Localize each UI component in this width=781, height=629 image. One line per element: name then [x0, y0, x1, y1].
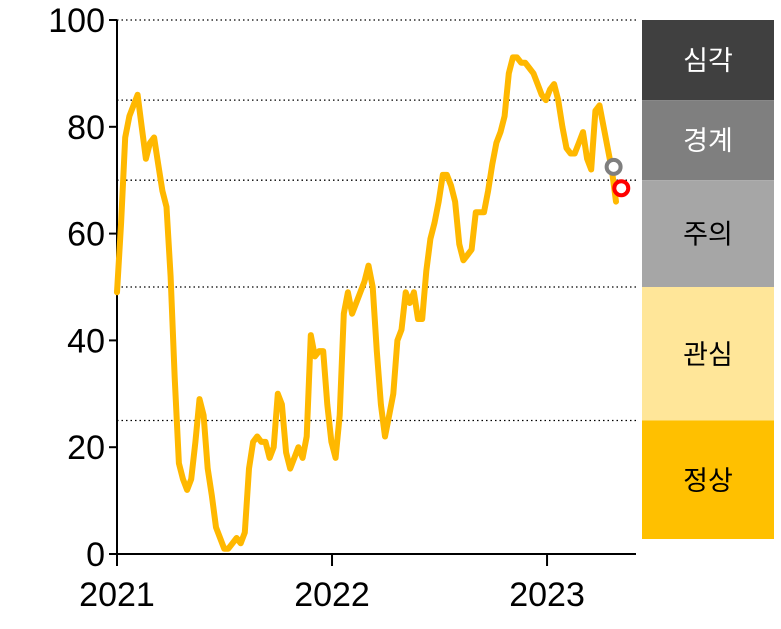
y-tick-label-100: 100 — [48, 2, 105, 40]
series-line-0 — [114, 54, 619, 552]
band-0-label: 심각 — [683, 46, 733, 77]
x-tick-label-2023: 2023 — [509, 576, 585, 614]
band-1-label: 경계 — [683, 126, 733, 157]
y-tick-label-20: 20 — [67, 429, 105, 467]
series — [114, 54, 619, 552]
y-tick-label-0: 0 — [86, 536, 105, 574]
end-markers — [604, 157, 631, 198]
band-3-label: 관심 — [683, 340, 733, 371]
band-1-box — [642, 100, 774, 181]
band-4-box — [642, 420, 774, 539]
band-2-box — [642, 180, 774, 287]
band-3-box — [642, 287, 774, 421]
marker-point-0 — [604, 157, 623, 176]
x-tick-label-2021: 2021 — [79, 576, 155, 614]
x-ticks: 2021 2022 2023 — [79, 554, 585, 614]
marker-point-1 — [612, 179, 631, 198]
x-tick-label-2022: 2022 — [294, 576, 370, 614]
y-ticks: 0 20 40 60 80 100 — [48, 2, 117, 574]
y-tick-label-60: 60 — [67, 216, 105, 254]
y-tick-label-40: 40 — [67, 322, 105, 360]
band-4-label: 정상 — [683, 466, 733, 497]
band-2-label: 주의 — [683, 220, 733, 251]
band-0-box — [642, 20, 774, 101]
y-tick-label-80: 80 — [67, 109, 105, 147]
